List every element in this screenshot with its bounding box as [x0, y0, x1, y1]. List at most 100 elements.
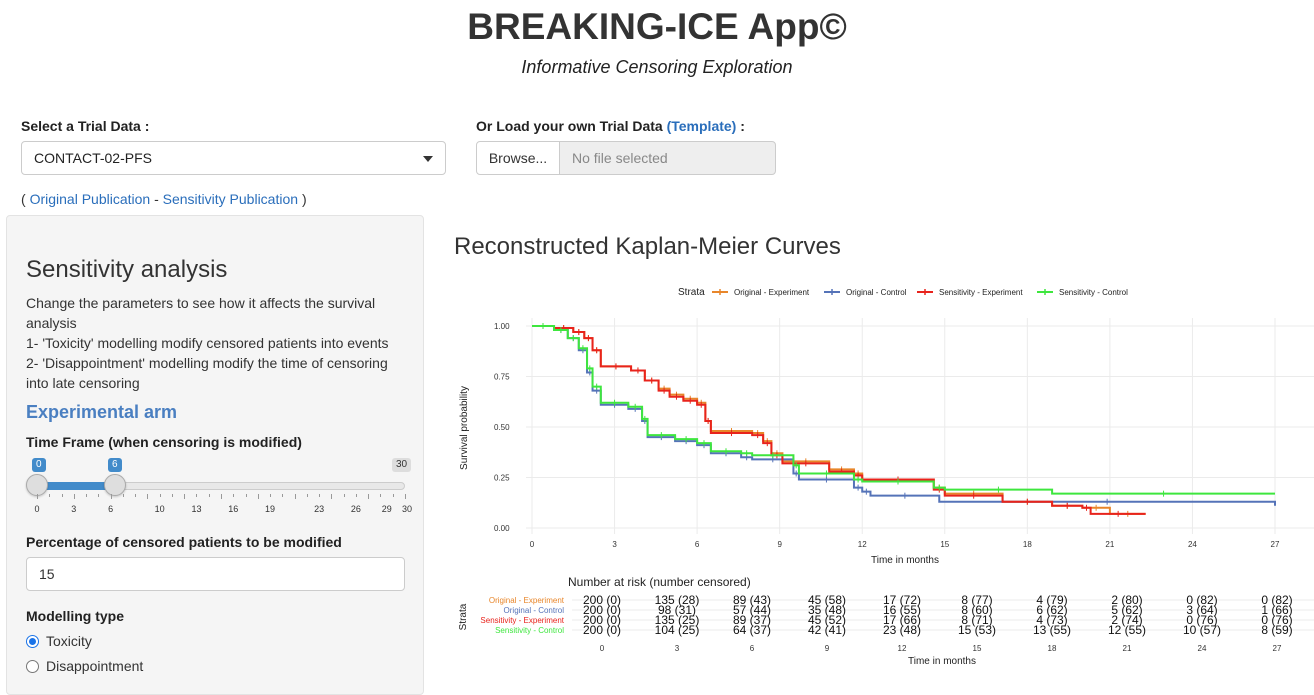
- slider-ticks: [37, 494, 406, 500]
- file-name-field: No file selected: [559, 141, 776, 175]
- risk-cell: 45 (58): [808, 593, 846, 607]
- slider-high-handle[interactable]: [104, 474, 126, 496]
- risk-cell: 2 (74): [1111, 613, 1142, 627]
- x-tick-label: 6: [695, 540, 700, 549]
- risk-time-tick: 27: [1273, 644, 1282, 653]
- sensitivity-publication-link[interactable]: Sensitivity Publication: [162, 191, 299, 207]
- legend-title: Strata: [678, 287, 705, 298]
- slider-tick-label: 3: [71, 504, 77, 514]
- risk-cell: 8 (77): [961, 593, 992, 607]
- publication-links: ( Original Publication - Sensitivity Pub…: [21, 191, 307, 207]
- slider-tick-label: 26: [350, 504, 361, 514]
- radio-selected-icon[interactable]: [26, 635, 39, 648]
- x-tick-label: 18: [1023, 540, 1032, 549]
- risk-cell: 35 (48): [808, 603, 846, 617]
- km-curve: [532, 325, 1146, 515]
- risk-cell: 0 (76): [1186, 613, 1217, 627]
- risk-cell: 8 (71): [961, 613, 992, 627]
- description-line: 2- 'Disappointment' modelling modify the…: [26, 355, 388, 391]
- km-curve: [532, 325, 1146, 515]
- km-title: Reconstructed Kaplan-Meier Curves: [454, 233, 841, 260]
- slider-tick: [171, 494, 173, 497]
- risk-table-title: Number at risk (number censored): [568, 575, 751, 589]
- risk-cell: 57 (44): [733, 603, 771, 617]
- km-curve: [532, 325, 1275, 495]
- browse-button[interactable]: Browse...: [476, 141, 560, 175]
- slider-tick: [233, 494, 235, 497]
- slider-tick-label: 10: [154, 504, 165, 514]
- paren-close: ): [301, 191, 307, 207]
- risk-cell: 4 (73): [1036, 613, 1067, 627]
- risk-cell: 5 (62): [1111, 603, 1142, 617]
- x-tick-label: 9: [777, 540, 782, 549]
- slider-tick-label: 29: [381, 504, 392, 514]
- slider-low-handle[interactable]: [26, 474, 48, 496]
- original-publication-link[interactable]: Original Publication: [29, 191, 151, 207]
- slider-tick-label: 13: [191, 504, 202, 514]
- slider-tick: [245, 494, 247, 497]
- risk-cell: 42 (41): [808, 623, 846, 637]
- percentage-input[interactable]: [26, 557, 405, 591]
- risk-cell: 135 (28): [655, 593, 700, 607]
- template-link[interactable]: (Template): [666, 118, 737, 134]
- x-tick-label: 3: [612, 540, 617, 549]
- risk-cell: 98 (31): [658, 603, 696, 617]
- slider-tick: [380, 494, 382, 497]
- x-tick-label: 15: [940, 540, 949, 549]
- radio-toxicity-label: Toxicity: [46, 633, 92, 649]
- slider-tick: [147, 494, 149, 499]
- slider-tick: [122, 494, 124, 497]
- risk-cell: 0 (76): [1261, 613, 1292, 627]
- slider-tick: [355, 494, 357, 497]
- slider-tick: [86, 494, 88, 497]
- app-title: BREAKING-ICE App©: [467, 6, 847, 47]
- trial-select[interactable]: CONTACT-02-PFS: [21, 141, 446, 175]
- y-tick-label: 0.50: [494, 423, 510, 432]
- risk-cell: 135 (25): [655, 613, 700, 627]
- slider-tick-label: 23: [314, 504, 325, 514]
- sidebar-title: Sensitivity analysis: [26, 256, 228, 283]
- slider-low-value: 0: [32, 458, 46, 472]
- slider-tick: [61, 494, 63, 497]
- risk-time-tick: 0: [600, 644, 605, 653]
- modelling-type-label: Modelling type: [26, 608, 124, 624]
- risk-time-tick: 24: [1198, 644, 1207, 653]
- sidebar-description: Change the parameters to see how it affe…: [26, 293, 411, 393]
- risk-cell: 23 (48): [883, 623, 921, 637]
- slider-range-fill: [37, 482, 109, 490]
- description-line: Change the parameters to see how it affe…: [26, 295, 376, 331]
- y-tick-label: 0.25: [494, 474, 510, 483]
- slider-tick: [270, 494, 272, 497]
- slider-tick: [343, 494, 345, 497]
- chevron-down-icon: [423, 156, 433, 162]
- risk-cell: 13 (55): [1033, 623, 1071, 637]
- upload-label-text: Or Load your own Trial Data: [476, 118, 663, 134]
- legend-label: Sensitivity - Experiment: [939, 288, 1023, 297]
- paren-open: (: [21, 191, 26, 207]
- x-tick-label: 27: [1271, 540, 1280, 549]
- risk-row-label: Sensitivity - Experiment: [480, 616, 564, 625]
- sidebar-panel: Sensitivity analysis Change the paramete…: [6, 215, 424, 695]
- radio-unselected-icon[interactable]: [26, 660, 39, 673]
- description-line: 1- 'Toxicity' modelling modify censored …: [26, 335, 389, 351]
- radio-disappointment[interactable]: Disappointment: [26, 658, 143, 674]
- experimental-arm-title: Experimental arm: [26, 402, 178, 422]
- app-subtitle: Informative Censoring Exploration: [521, 57, 793, 77]
- slider-tick: [319, 494, 321, 497]
- slider-tick-label: 0: [34, 504, 40, 514]
- y-tick-label: 1.00: [494, 322, 510, 331]
- risk-cell: 89 (37): [733, 613, 771, 627]
- slider-tick: [331, 494, 333, 499]
- risk-cell: 89 (43): [733, 593, 771, 607]
- slider-tick-label: 16: [228, 504, 239, 514]
- time-frame-slider[interactable]: 0 6 30 0 3 6 10 13 16 19 23 26 29 30: [25, 458, 412, 518]
- slider-tick-label: 19: [265, 504, 276, 514]
- legend-label: Original - Experiment: [734, 288, 810, 297]
- radio-toxicity[interactable]: Toxicity: [26, 633, 92, 649]
- km-plot: Strata Original - Experiment Original - Co…: [458, 287, 1314, 667]
- x-tick-label: 12: [858, 540, 867, 549]
- risk-cell: 200 (0): [583, 603, 621, 617]
- slider-tick-label: 30: [401, 504, 413, 514]
- slider-tick: [405, 494, 406, 499]
- slider-high-value: 6: [108, 458, 122, 472]
